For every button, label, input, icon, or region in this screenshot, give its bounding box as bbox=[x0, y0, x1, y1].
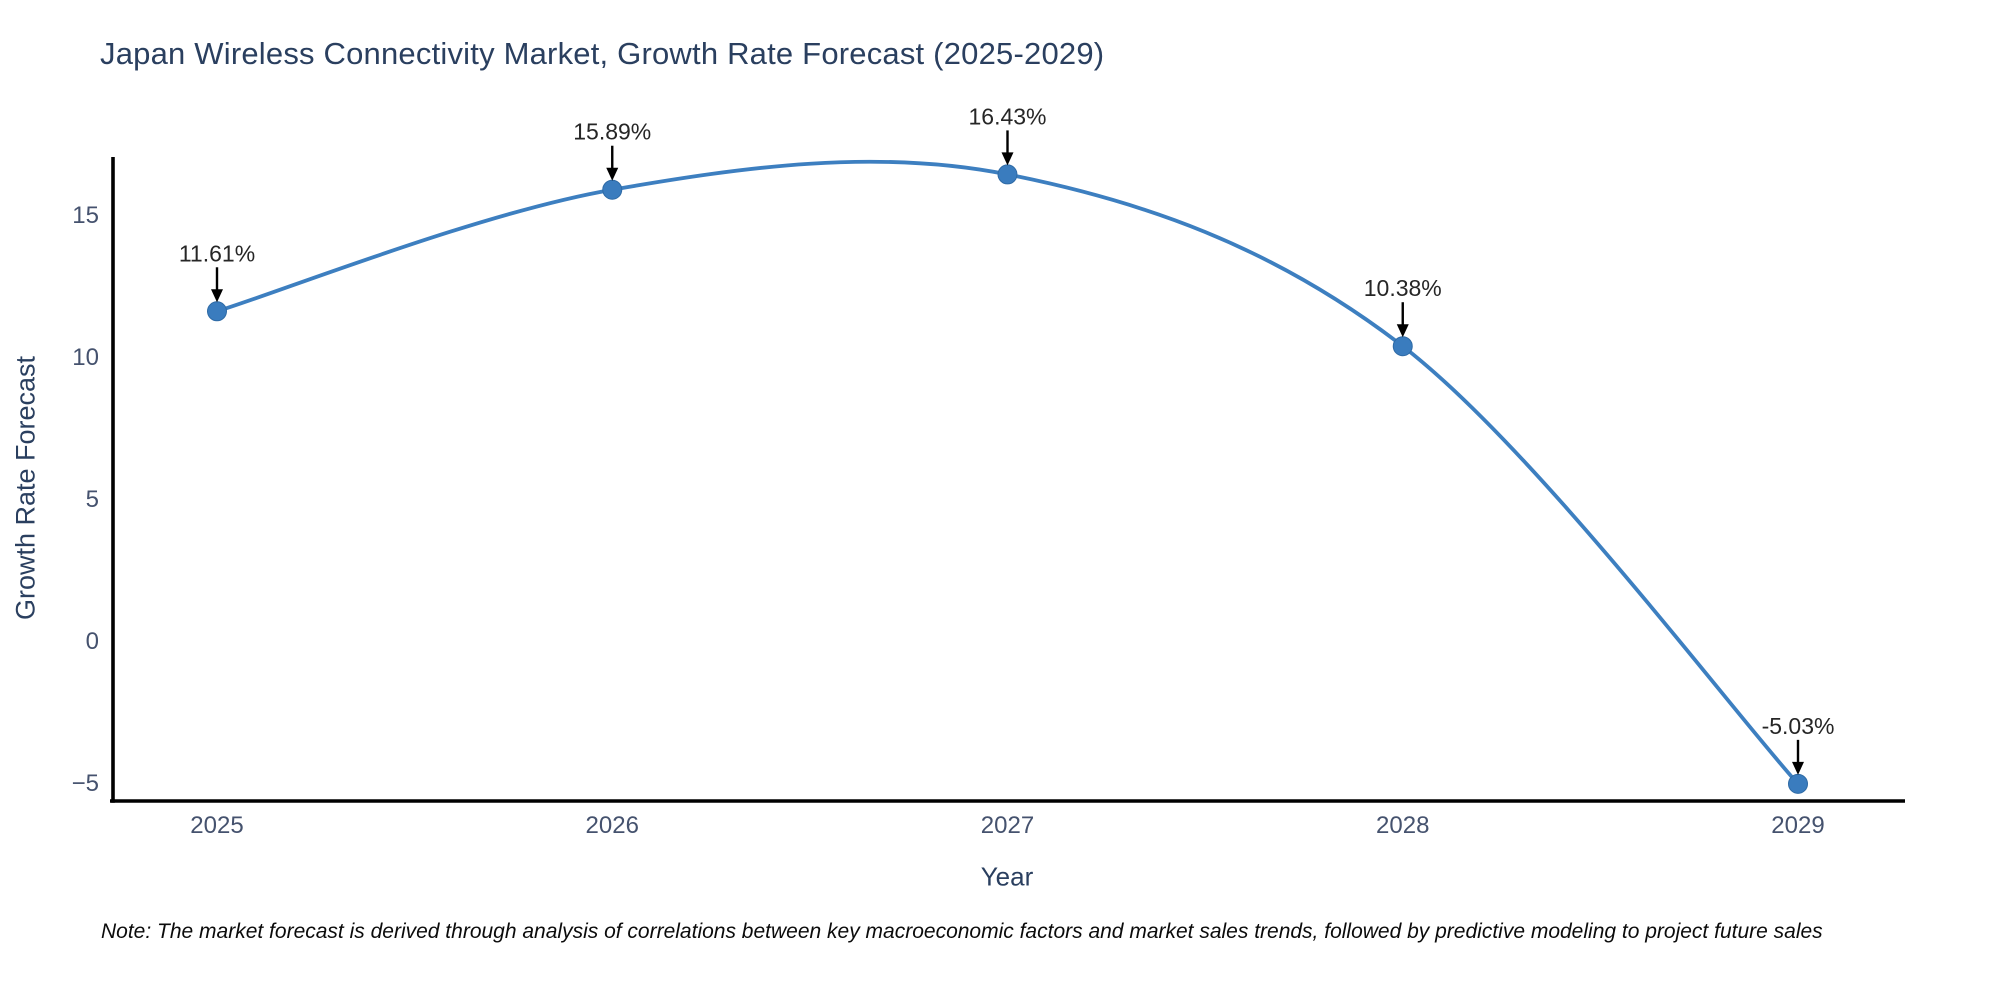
data-point-marker bbox=[1788, 773, 1808, 794]
y-tick-label: 15 bbox=[72, 202, 99, 229]
annotation-arrow-head bbox=[1001, 152, 1014, 166]
point-annotation-label: 10.38% bbox=[1364, 275, 1442, 301]
x-tick-label: 2029 bbox=[1771, 812, 1824, 839]
data-point-marker bbox=[207, 301, 227, 322]
data-point-marker bbox=[602, 179, 623, 200]
annotation-arrow-head bbox=[211, 289, 223, 303]
point-annotation-label: 11.61% bbox=[179, 240, 255, 266]
x-axis-title: Year bbox=[980, 861, 1034, 892]
data-point-marker bbox=[997, 164, 1018, 185]
point-annotation-label: -5.03% bbox=[1762, 713, 1835, 739]
x-tick-label: 2026 bbox=[586, 812, 639, 839]
forecast-line bbox=[215, 159, 1800, 786]
y-tick-label: 0 bbox=[86, 628, 99, 655]
y-tick-label: −5 bbox=[72, 770, 99, 797]
point-annotation-label: 15.89% bbox=[573, 119, 651, 145]
point-annotation-label: 16.43% bbox=[968, 103, 1046, 129]
y-tick-label: 5 bbox=[86, 486, 99, 513]
data-point-marker bbox=[1392, 336, 1413, 357]
footnote: Note: The market forecast is derived thr… bbox=[101, 920, 1823, 943]
annotation-arrow-head bbox=[1396, 324, 1409, 338]
x-tick-label: 2027 bbox=[981, 812, 1034, 839]
annotation-arrow-head bbox=[606, 167, 619, 181]
x-tick-label: 2028 bbox=[1376, 812, 1429, 839]
y-tick-label: 10 bbox=[72, 344, 99, 371]
chart-title: Japan Wireless Connectivity Market, Grow… bbox=[100, 36, 1105, 71]
x-tick-label: 2025 bbox=[190, 812, 243, 839]
annotation-arrow-head bbox=[1792, 761, 1804, 775]
